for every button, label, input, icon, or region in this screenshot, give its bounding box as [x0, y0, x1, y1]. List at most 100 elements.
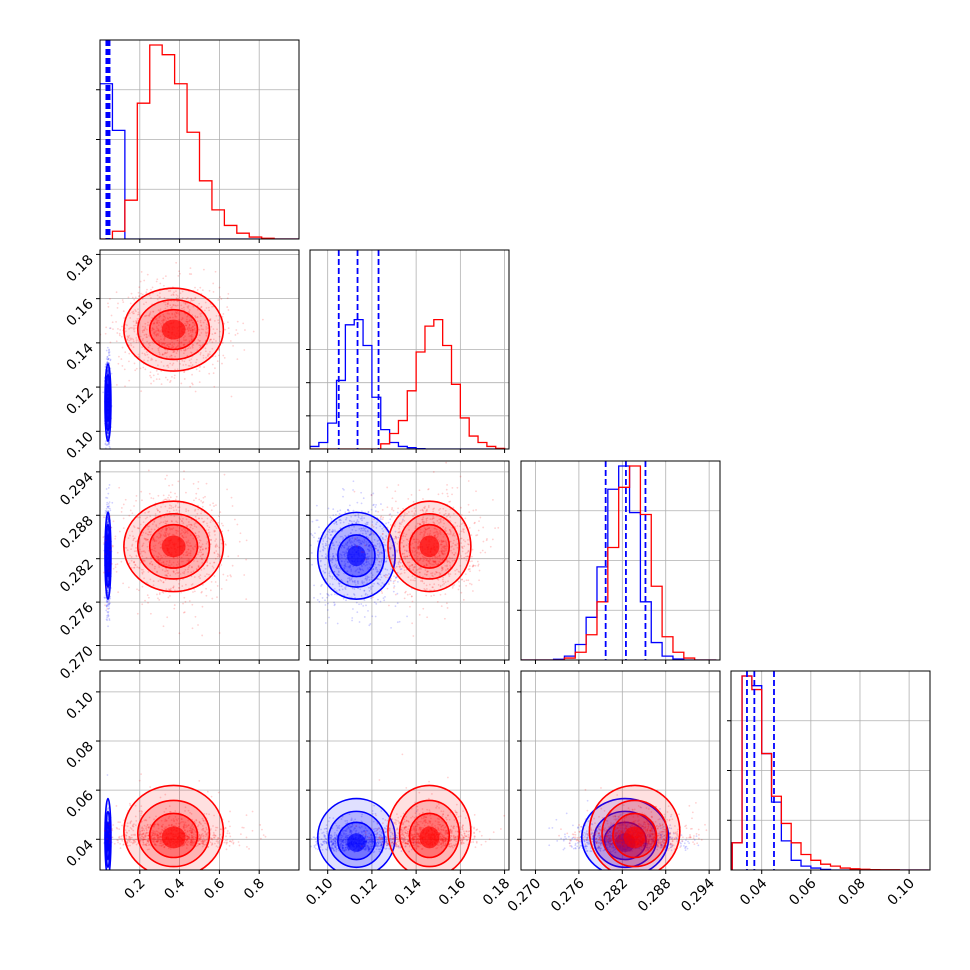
panel-diag-0	[96, 39, 300, 243]
contour-1	[398, 513, 461, 580]
contour-1	[137, 513, 211, 580]
contour-2	[123, 500, 225, 593]
y-tick-label: 0.06	[63, 788, 96, 821]
density-level-3	[623, 826, 646, 849]
axes-frame	[730, 670, 931, 871]
y-tick-label: 0.10	[63, 689, 96, 722]
plot-area	[521, 671, 720, 870]
x-tick-label: 0.10	[303, 876, 336, 909]
panel-scatter-1-0: 0.10 0.12 0.14 0.16 0.18	[63, 249, 300, 462]
contour-1	[601, 799, 668, 868]
axes-frame	[99, 249, 300, 450]
axes-frame	[520, 460, 721, 661]
contour-0	[408, 523, 451, 569]
contour-2	[387, 500, 472, 593]
density-red	[589, 785, 680, 870]
contour-0	[148, 812, 199, 859]
x-tick-label: 0.270	[505, 876, 545, 916]
contour-2	[580, 797, 670, 870]
x-tick-label: 0.16	[436, 875, 469, 908]
axes-frame	[520, 670, 721, 871]
contours-red	[123, 287, 225, 372]
plot-area	[100, 671, 299, 870]
contour-2	[123, 287, 225, 372]
plot-area	[310, 461, 509, 660]
y-tick-label: 0.294	[57, 469, 97, 509]
x-tick-label: 0.2	[122, 876, 149, 903]
y-tick-label: 0.18	[63, 252, 96, 285]
density-level-3	[161, 535, 186, 558]
panel-scatter-3-1: 0.10 0.12 0.14 0.16 0.18	[303, 670, 513, 909]
density-level-3	[347, 545, 366, 567]
x-tick-label: 0.288	[635, 876, 675, 916]
y-tick-label: 0.04	[63, 837, 96, 870]
y-tick-label: 0.14	[63, 340, 96, 373]
contour-1	[137, 799, 211, 868]
x-tick-label: 0.10	[885, 876, 918, 909]
histogram-blue	[100, 83, 299, 239]
contour-0	[612, 812, 658, 859]
contours-red	[387, 500, 472, 593]
x-tick-label: 0.04	[737, 875, 770, 908]
histogram-blue	[310, 319, 505, 449]
contour-1	[398, 799, 461, 868]
contours-red	[387, 784, 472, 870]
density-level-3	[161, 319, 186, 340]
contour-0	[337, 821, 376, 861]
axes-frame	[309, 460, 510, 661]
y-tick-label: 0.288	[57, 513, 97, 553]
panel-diag-3: 0.04 0.06 0.08 0.10	[727, 670, 931, 909]
x-tick-label: 0.12	[347, 876, 380, 909]
y-tick-label: 0.276	[57, 600, 97, 640]
panel-diag-1	[306, 249, 510, 453]
density-level-3	[419, 535, 440, 558]
contour-1	[105, 810, 111, 869]
contour-2	[104, 797, 112, 870]
density-level-3	[347, 833, 366, 852]
axes-frame	[99, 39, 300, 240]
contour-0	[603, 821, 647, 861]
y-tick-label: 0.08	[63, 739, 96, 772]
contour-2	[316, 797, 396, 870]
contour-1	[137, 298, 211, 361]
contour-0	[148, 308, 199, 351]
x-tick-label: 0.08	[835, 876, 868, 909]
plot-area	[100, 250, 299, 449]
density-level-3	[419, 826, 440, 849]
contours-red	[123, 784, 225, 870]
x-tick-label: 0.6	[201, 875, 228, 902]
contours-blue	[104, 511, 112, 601]
contour-1	[105, 373, 111, 432]
contour-1	[105, 523, 111, 588]
contour-2	[104, 363, 112, 443]
axes-frame	[309, 670, 510, 871]
histogram-red	[310, 319, 506, 449]
x-tick-label: 0.14	[392, 875, 425, 908]
x-tick-label: 0.06	[786, 875, 819, 908]
x-tick-label: 0.294	[678, 875, 718, 915]
x-tick-label: 0.282	[591, 876, 631, 916]
plot-area	[100, 461, 299, 660]
contours-red	[588, 784, 681, 870]
panel-scatter-3-0: 0.2 0.4 0.6 0.8 0.04 0.06 0.08 0.10	[63, 670, 300, 903]
axes-frame	[99, 670, 300, 871]
y-tick-label: 0.282	[57, 556, 97, 596]
y-tick-label: 0.16	[63, 296, 96, 329]
contour-2	[387, 784, 472, 870]
contours-blue	[104, 363, 112, 443]
density-level-3	[107, 393, 109, 412]
contour-2	[316, 511, 396, 601]
plot-area	[521, 461, 720, 660]
contours-blue	[316, 797, 396, 870]
panel-diag-2	[517, 460, 721, 664]
x-tick-label: 0.276	[548, 875, 588, 915]
density-level-3	[107, 833, 109, 852]
plot-area	[310, 671, 509, 870]
contour-2	[104, 511, 112, 601]
y-tick-label: 0.270	[57, 643, 97, 683]
histogram-red	[521, 465, 717, 660]
axes-frame	[99, 460, 300, 661]
contour-1	[327, 810, 386, 869]
density-level-3	[107, 545, 109, 567]
contour-1	[327, 523, 386, 588]
